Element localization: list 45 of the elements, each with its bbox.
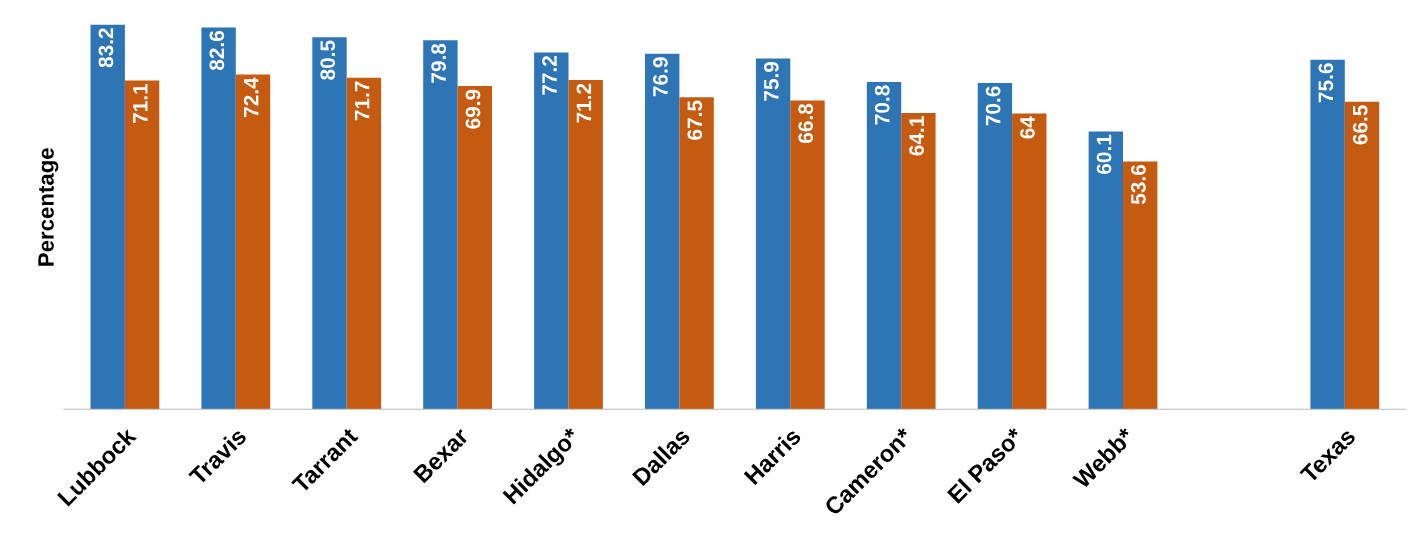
data-label: 71.1 — [133, 83, 148, 123]
data-label: 70.8 — [874, 85, 890, 125]
bar — [201, 27, 236, 410]
data-label: 60.1 — [1096, 134, 1112, 174]
data-label: 79.8 — [431, 43, 446, 83]
bar — [901, 112, 936, 410]
data-label: 69.9 — [465, 89, 481, 129]
bar — [568, 80, 603, 410]
data-label: 75.9 — [763, 61, 779, 101]
data-label: 77.2 — [542, 55, 557, 95]
bar — [90, 24, 125, 410]
bar — [235, 74, 271, 410]
bar — [1344, 101, 1380, 410]
bar — [977, 82, 1013, 410]
bar — [1310, 59, 1345, 410]
data-label: 66.8 — [798, 103, 814, 144]
bar — [790, 100, 825, 410]
data-label: 64.1 — [909, 116, 924, 156]
bar — [423, 40, 458, 410]
bar — [346, 77, 382, 410]
bar — [312, 37, 347, 410]
bar — [679, 97, 714, 410]
data-label: 70.6 — [985, 86, 1001, 126]
bar — [1012, 113, 1047, 410]
data-label: 53.6 — [1131, 164, 1146, 205]
data-label: 71.2 — [576, 83, 592, 123]
bar — [755, 58, 791, 410]
bar — [457, 86, 492, 410]
bar — [866, 81, 902, 410]
data-label: 76.9 — [653, 57, 668, 97]
data-label: 72.4 — [243, 77, 259, 117]
bar — [534, 52, 569, 410]
y-axis-title: Percentage — [38, 148, 59, 266]
bar — [645, 53, 680, 410]
bar — [124, 80, 160, 410]
data-label: 67.5 — [687, 100, 703, 140]
data-label: 66.5 — [1352, 105, 1368, 145]
bar — [1088, 131, 1123, 410]
data-label: 83.2 — [98, 28, 114, 68]
data-label: 82.6 — [209, 30, 225, 71]
data-label: 75.6 — [1318, 63, 1334, 103]
bar — [1123, 161, 1158, 410]
data-label: 64 — [1020, 116, 1035, 139]
data-label: 80.5 — [320, 40, 336, 80]
data-label: 71.7 — [354, 81, 370, 121]
